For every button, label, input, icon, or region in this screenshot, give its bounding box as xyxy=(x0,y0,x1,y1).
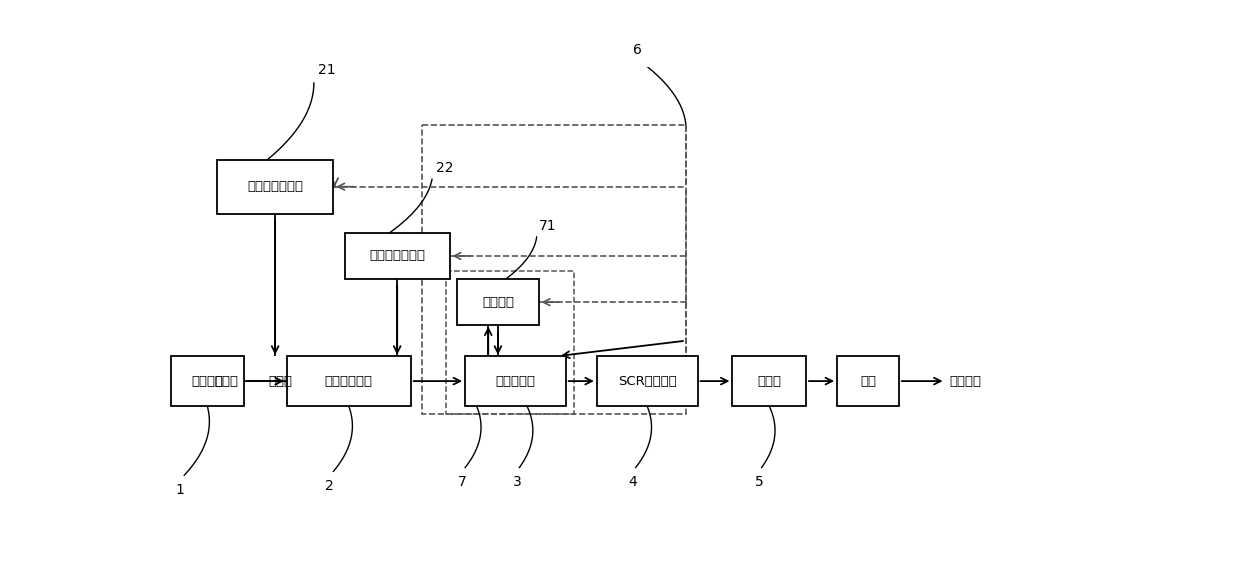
Text: 脱硫剂: 脱硫剂 xyxy=(215,375,238,388)
Text: 脱毒剂: 脱毒剂 xyxy=(268,375,293,388)
Bar xyxy=(171,356,244,406)
Bar xyxy=(458,279,538,325)
Bar xyxy=(423,125,686,414)
Text: 22: 22 xyxy=(436,161,454,175)
Text: 流化风机: 流化风机 xyxy=(482,296,513,309)
Bar xyxy=(596,356,697,406)
Text: 3: 3 xyxy=(513,475,522,489)
Bar xyxy=(217,160,334,214)
Bar xyxy=(733,356,806,406)
Text: 脱酸脱毒单元: 脱酸脱毒单元 xyxy=(325,375,373,388)
Text: SCR脱硝单元: SCR脱硝单元 xyxy=(618,375,677,388)
Bar xyxy=(286,356,410,406)
Bar xyxy=(837,356,899,406)
Text: 净化烟气: 净化烟气 xyxy=(950,375,981,388)
Text: 脱硫剂输送风机: 脱硫剂输送风机 xyxy=(247,180,303,193)
Text: 引风机: 引风机 xyxy=(758,375,781,388)
Text: 5: 5 xyxy=(755,475,764,489)
Text: 21: 21 xyxy=(317,63,335,76)
Text: 6: 6 xyxy=(632,43,641,57)
Text: 7: 7 xyxy=(459,475,467,489)
Bar xyxy=(445,272,573,414)
Text: 脱毒剂输送风机: 脱毒剂输送风机 xyxy=(370,250,425,263)
Text: 4: 4 xyxy=(629,475,637,489)
Text: 原烟装置: 原烟装置 xyxy=(191,375,223,388)
Text: 71: 71 xyxy=(539,219,557,233)
Bar xyxy=(345,233,449,279)
Bar xyxy=(465,356,565,406)
Text: 2: 2 xyxy=(325,479,334,493)
Text: 烟囱: 烟囱 xyxy=(861,375,875,388)
Text: 布袋除尘器: 布袋除尘器 xyxy=(495,375,536,388)
Text: 1: 1 xyxy=(176,483,185,497)
